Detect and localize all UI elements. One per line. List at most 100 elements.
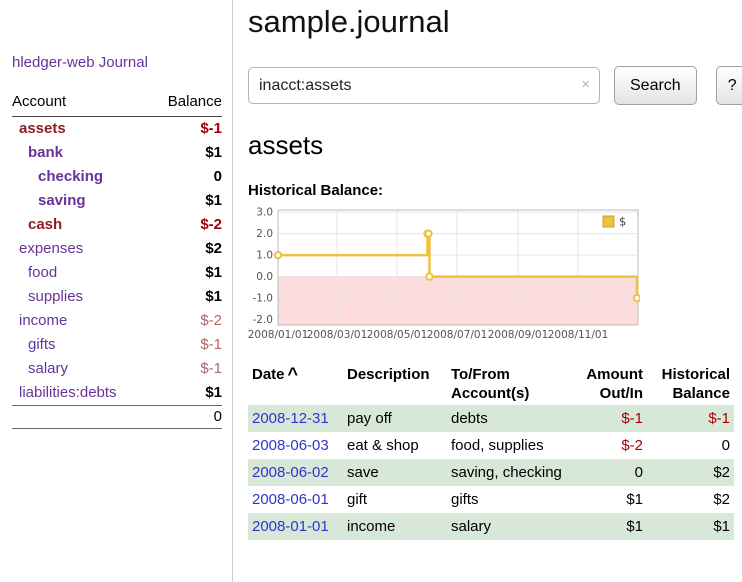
transaction-description: income <box>347 518 396 535</box>
account-link[interactable]: cash <box>28 216 63 233</box>
transaction-amount: $1 <box>626 491 643 508</box>
account-link[interactable]: bank <box>28 144 64 161</box>
y-tick-label: 0.0 <box>256 271 273 283</box>
transaction-accounts: food, supplies <box>451 437 544 454</box>
register-row: 2008-01-01 income salary $1 $1 <box>248 513 734 540</box>
account-heading: assets <box>248 130 324 160</box>
clear-search-icon[interactable]: × <box>581 76 590 93</box>
account-row: gifts $-1 <box>12 333 222 357</box>
account-row: expenses $2 <box>12 237 222 261</box>
register-row: 2008-06-03 eat & shop food, supplies $-2 0 <box>248 432 734 459</box>
accounts-table: Account Balance assets $-1 bank $1 checking 0… <box>12 91 222 429</box>
search-input[interactable] <box>248 67 600 104</box>
account-link[interactable]: expenses <box>19 240 84 257</box>
date-header-label: Date <box>252 366 285 383</box>
search-box: × <box>248 67 600 104</box>
account-link[interactable]: food <box>28 264 58 281</box>
transaction-accounts: gifts <box>451 491 479 508</box>
historical-column-header: Historical Balance <box>661 366 730 402</box>
register-header-row: Date ^ Description To/From Account(s) Amo… <box>248 363 734 405</box>
transaction-date-link[interactable]: 2008-12-31 <box>252 410 329 427</box>
negative-region <box>278 276 638 325</box>
legend-color-swatch <box>602 215 615 228</box>
account-row: food $1 <box>12 261 222 285</box>
transaction-date-link[interactable]: 2008-01-01 <box>252 518 329 535</box>
amount-column-header: Amount Out/In <box>586 366 643 402</box>
journal-link[interactable]: Journal <box>98 54 148 71</box>
y-tick-label: 3.0 <box>256 207 273 219</box>
account-column-header: Account <box>12 91 151 117</box>
y-tick-label: -2.0 <box>253 314 274 326</box>
account-row: income $-2 <box>12 309 222 333</box>
transaction-amount: $1 <box>626 518 643 535</box>
transaction-date-link[interactable]: 2008-06-01 <box>252 491 329 508</box>
account-link[interactable]: checking <box>38 168 104 185</box>
register-table: Date ^ Description To/From Account(s) Amo… <box>248 363 734 540</box>
transaction-historical-balance: 0 <box>721 437 730 454</box>
account-row: salary $-1 <box>12 357 222 381</box>
register-row: 2008-12-31 pay off debts $-1 $-1 <box>248 405 734 432</box>
date-column-header[interactable]: Date ^ <box>248 363 343 405</box>
account-balance: $1 <box>205 384 222 401</box>
y-tick-label: -1.0 <box>253 293 274 305</box>
page-title: sample.journal <box>248 4 450 39</box>
accounts-total-balance: 0 <box>150 405 222 429</box>
account-link[interactable]: liabilities:debts <box>19 384 117 401</box>
account-balance: 0 <box>213 168 222 185</box>
search-row: × Search ? <box>248 66 742 105</box>
account-link[interactable]: income <box>19 312 68 329</box>
chart-svg: 3.0 2.0 1.0 0.0 -1.0 -2.0 2008/01/012008/03/01… <box>248 207 642 341</box>
x-tick-label: 2008/05/01 <box>367 329 428 341</box>
chart-title: Historical Balance: <box>248 182 384 199</box>
transaction-date-link[interactable]: 2008-06-02 <box>252 464 329 481</box>
account-link[interactable]: saving <box>38 192 86 209</box>
search-button[interactable]: Search <box>614 66 697 105</box>
transaction-historical-balance: $2 <box>713 464 730 481</box>
account-row: assets $-1 <box>12 117 222 142</box>
accounts-total-row: 0 <box>12 405 222 429</box>
transaction-historical-balance: $-1 <box>708 410 730 427</box>
transaction-accounts: saving, checking <box>451 464 562 481</box>
transaction-description: gift <box>347 491 368 508</box>
account-row: checking 0 <box>12 165 222 189</box>
app-title-link[interactable]: hledger-web <box>12 54 95 71</box>
x-tick-label: 2008/03/01 <box>307 329 368 341</box>
transaction-date-link[interactable]: 2008-06-03 <box>252 437 329 454</box>
account-link[interactable]: supplies <box>28 288 84 305</box>
legend-label: $ <box>619 215 626 229</box>
balance-column-header: Balance <box>150 91 222 117</box>
account-row: liabilities:debts $1 <box>12 381 222 406</box>
data-point-marker <box>273 250 283 260</box>
account-link[interactable]: assets <box>19 120 66 137</box>
account-row: saving $1 <box>12 189 222 213</box>
account-balance: $1 <box>205 288 222 305</box>
account-link[interactable]: gifts <box>28 336 56 353</box>
account-balance: $-2 <box>200 312 222 329</box>
tofrom-column-header: To/From Account(s) <box>451 366 530 402</box>
y-tick-label: 1.0 <box>256 250 273 262</box>
help-button[interactable]: ? <box>715 66 742 105</box>
register-row: 2008-06-02 save saving, checking 0 $2 <box>248 459 734 486</box>
transaction-historical-balance: $1 <box>713 518 730 535</box>
transaction-amount: $-1 <box>621 410 643 427</box>
x-tick-label: 2008/11/01 <box>548 329 609 341</box>
transaction-description: pay off <box>347 410 392 427</box>
account-link[interactable]: salary <box>28 360 69 377</box>
account-balance: $-2 <box>200 216 222 233</box>
account-row: cash $-2 <box>12 213 222 237</box>
transaction-amount: $-2 <box>621 437 643 454</box>
account-balance: $-1 <box>200 120 222 137</box>
transaction-accounts: debts <box>451 410 488 427</box>
sidebar: hledger-web Journal Account Balance asse… <box>0 0 233 582</box>
account-balance: $-1 <box>200 360 222 377</box>
account-balance: $-1 <box>200 336 222 353</box>
sort-ascending-icon: ^ <box>287 364 299 384</box>
accounts-header-row: Account Balance <box>12 91 222 117</box>
account-row: bank $1 <box>12 141 222 165</box>
account-balance: $1 <box>205 192 222 209</box>
x-tick-label: 2008/01/01 <box>248 329 308 341</box>
y-tick-label: 2.0 <box>256 228 273 240</box>
account-balance: $1 <box>205 264 222 281</box>
x-tick-label: 2008/09/01 <box>488 329 549 341</box>
